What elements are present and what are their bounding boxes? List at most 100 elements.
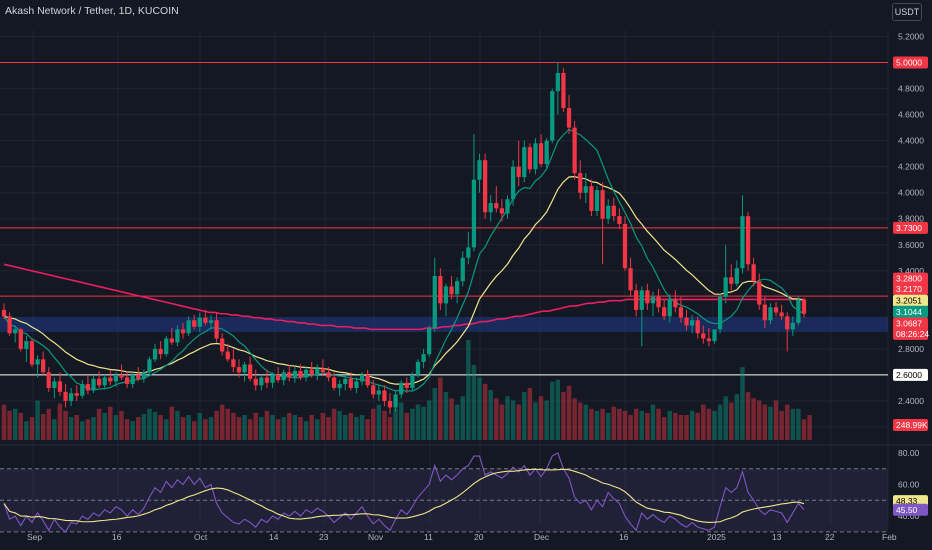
candle-body[interactable] bbox=[309, 369, 314, 375]
candle-body[interactable] bbox=[415, 361, 421, 375]
candle-body[interactable] bbox=[673, 299, 678, 308]
candle-body[interactable] bbox=[52, 381, 57, 388]
candle-body[interactable] bbox=[208, 320, 214, 323]
candle-body[interactable] bbox=[628, 268, 633, 291]
candle-body[interactable] bbox=[7, 316, 12, 334]
candle-body[interactable] bbox=[510, 166, 516, 200]
candle-body[interactable] bbox=[141, 372, 146, 379]
candle-body[interactable] bbox=[320, 368, 326, 373]
candle-body[interactable] bbox=[393, 394, 398, 408]
candle-body[interactable] bbox=[488, 203, 493, 213]
candle-body[interactable] bbox=[259, 377, 264, 386]
candle-body[interactable] bbox=[248, 364, 253, 379]
candle-body[interactable] bbox=[773, 307, 779, 313]
candle-body[interactable] bbox=[634, 290, 639, 310]
candle-body[interactable] bbox=[561, 72, 566, 109]
candle-body[interactable] bbox=[326, 372, 331, 378]
candle-body[interactable] bbox=[578, 173, 583, 193]
candle-body[interactable] bbox=[762, 304, 767, 321]
candle-body[interactable] bbox=[119, 374, 124, 378]
candle-body[interactable] bbox=[566, 108, 572, 128]
candle-body[interactable] bbox=[432, 276, 437, 329]
candle-body[interactable] bbox=[740, 216, 745, 269]
candle-body[interactable] bbox=[74, 393, 79, 396]
candle-body[interactable] bbox=[343, 378, 348, 385]
candle-body[interactable] bbox=[689, 320, 695, 326]
candle-body[interactable] bbox=[337, 384, 342, 388]
candle-body[interactable] bbox=[113, 374, 119, 382]
candle-body[interactable] bbox=[24, 341, 29, 349]
candle-body[interactable] bbox=[57, 381, 63, 392]
candle-body[interactable] bbox=[779, 312, 784, 317]
candle-body[interactable] bbox=[650, 296, 656, 304]
candle-body[interactable] bbox=[505, 199, 510, 214]
candle-body[interactable] bbox=[729, 277, 734, 284]
candle-body[interactable] bbox=[477, 160, 482, 180]
candle-body[interactable] bbox=[516, 166, 521, 178]
candle-body[interactable] bbox=[292, 371, 298, 378]
candle-body[interactable] bbox=[717, 296, 723, 330]
candle-body[interactable] bbox=[315, 368, 320, 375]
candle-body[interactable] bbox=[667, 299, 672, 317]
candle-body[interactable] bbox=[35, 359, 40, 365]
candle-body[interactable] bbox=[130, 374, 135, 385]
candle-body[interactable] bbox=[203, 317, 208, 323]
candle-body[interactable] bbox=[790, 322, 795, 330]
candle-body[interactable] bbox=[745, 216, 751, 265]
candle-body[interactable] bbox=[298, 371, 303, 378]
candle-body[interactable] bbox=[734, 268, 739, 284]
candle-body[interactable] bbox=[253, 378, 258, 386]
candle-body[interactable] bbox=[494, 203, 499, 209]
candle-body[interactable] bbox=[41, 359, 46, 373]
candle-body[interactable] bbox=[29, 341, 35, 365]
candle-body[interactable] bbox=[404, 382, 409, 388]
candle-body[interactable] bbox=[354, 381, 359, 388]
candle-body[interactable] bbox=[466, 247, 471, 258]
candle-body[interactable] bbox=[785, 316, 790, 330]
candle-body[interactable] bbox=[639, 290, 644, 310]
candle-body[interactable] bbox=[236, 367, 242, 373]
candle-body[interactable] bbox=[460, 257, 465, 282]
candle-body[interactable] bbox=[175, 329, 180, 343]
candle-body[interactable] bbox=[169, 338, 174, 343]
candle-body[interactable] bbox=[287, 372, 292, 378]
candle-body[interactable] bbox=[768, 307, 773, 321]
candle-body[interactable] bbox=[706, 338, 712, 342]
candle-body[interactable] bbox=[527, 147, 532, 170]
candle-body[interactable] bbox=[410, 374, 415, 388]
candle-body[interactable] bbox=[225, 351, 230, 360]
candle-body[interactable] bbox=[180, 329, 186, 334]
candle-body[interactable] bbox=[91, 378, 96, 391]
candle-body[interactable] bbox=[231, 359, 236, 368]
candle-body[interactable] bbox=[164, 338, 169, 355]
candle-body[interactable] bbox=[522, 147, 527, 178]
candle-body[interactable] bbox=[796, 299, 801, 323]
candle-body[interactable] bbox=[801, 299, 807, 314]
candle-body[interactable] bbox=[270, 374, 275, 383]
candle-body[interactable] bbox=[124, 377, 130, 385]
candle-body[interactable] bbox=[331, 377, 337, 388]
candle-body[interactable] bbox=[622, 223, 628, 269]
candle-body[interactable] bbox=[46, 372, 51, 388]
candle-body[interactable] bbox=[96, 378, 102, 386]
candle-body[interactable] bbox=[220, 338, 225, 352]
candle-body[interactable] bbox=[550, 91, 555, 141]
candle-body[interactable] bbox=[617, 216, 622, 224]
candle-body[interactable] bbox=[656, 296, 661, 308]
candle-body[interactable] bbox=[214, 320, 219, 339]
candle-body[interactable] bbox=[684, 317, 689, 326]
candle-body[interactable] bbox=[264, 377, 270, 383]
candle-body[interactable] bbox=[555, 72, 560, 92]
candle-body[interactable] bbox=[242, 364, 247, 373]
candle-body[interactable] bbox=[382, 390, 387, 401]
candle-body[interactable] bbox=[751, 264, 756, 282]
candle-body[interactable] bbox=[303, 369, 309, 378]
candle-body[interactable] bbox=[18, 329, 23, 349]
candle-body[interactable] bbox=[365, 374, 370, 386]
candle-body[interactable] bbox=[1, 309, 7, 317]
candle-body[interactable] bbox=[662, 307, 667, 317]
candle-body[interactable] bbox=[645, 290, 650, 304]
candle-body[interactable] bbox=[186, 320, 191, 334]
candle-body[interactable] bbox=[712, 329, 717, 342]
candle-body[interactable] bbox=[136, 374, 141, 379]
